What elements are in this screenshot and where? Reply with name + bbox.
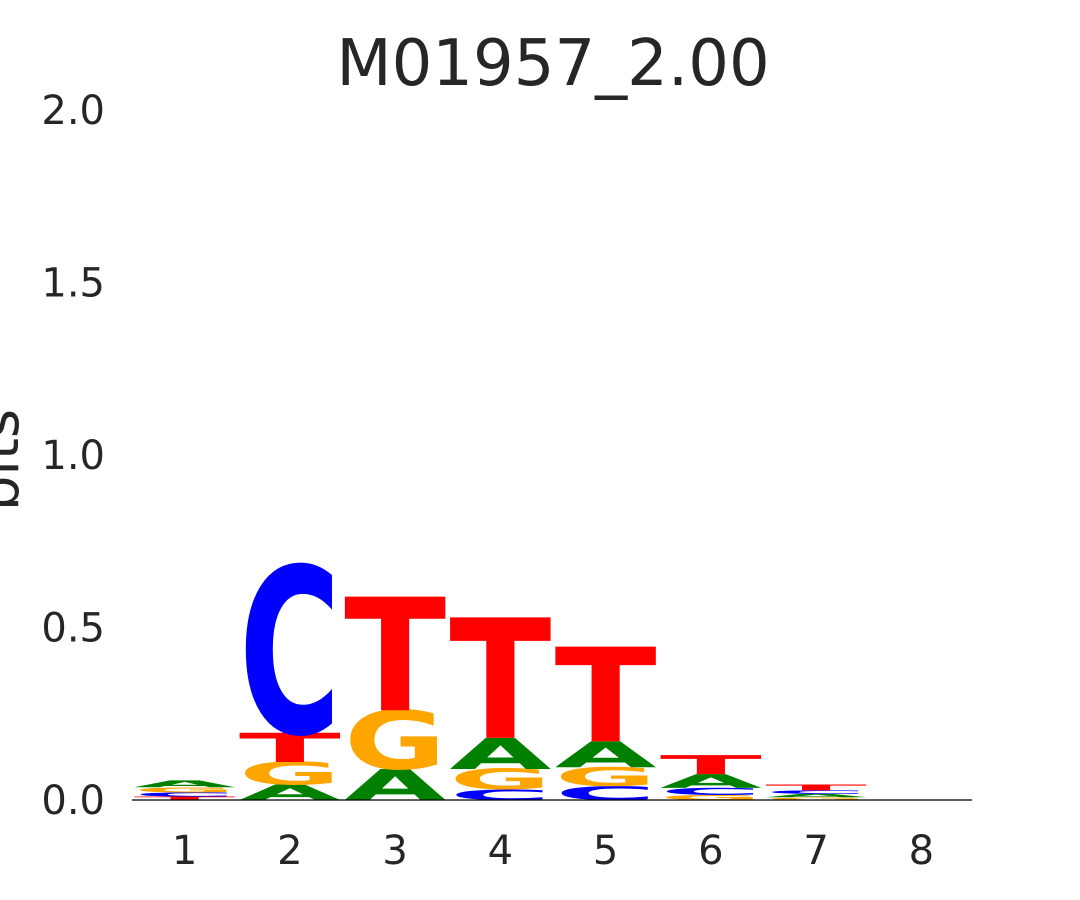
logo-letter-t: T <box>555 621 657 772</box>
logo-letter-t: T <box>344 565 446 747</box>
logo-letter-c: C <box>134 791 236 798</box>
x-axis-ticks: 1 2 3 4 5 6 7 8 <box>172 828 934 874</box>
x-tick-label: 3 <box>382 828 407 874</box>
x-tick-label: 8 <box>909 828 934 874</box>
logo-letter-c: C <box>239 520 341 787</box>
logo-letter-c: C <box>765 789 867 795</box>
logo-letter-t: T <box>765 783 867 792</box>
logo-letter-c: C <box>555 782 657 804</box>
logo-letter-g: G <box>134 786 236 794</box>
y-axis-ticks: 0.0 0.5 1.0 1.5 2.0 <box>41 88 105 824</box>
y-tick-label: 0.0 <box>41 778 105 824</box>
chart-title: M01957_2.00 <box>336 27 769 101</box>
logo-letter-g: G <box>449 764 551 797</box>
logo-letter-a: A <box>449 730 552 779</box>
logo-letter-a: A <box>344 761 447 810</box>
logo-letter-c: C <box>660 786 762 797</box>
logo-letter-t: T <box>134 796 236 802</box>
x-tick-label: 4 <box>488 828 513 874</box>
logo-letter-t: T <box>449 585 551 777</box>
x-tick-label: 1 <box>172 828 197 874</box>
logo-letter-g: G <box>239 756 341 792</box>
y-axis-label: bits <box>0 409 32 511</box>
logo-letter-g: G <box>555 762 657 792</box>
logo-letter-a: A <box>765 793 867 799</box>
x-tick-label: 5 <box>593 828 618 874</box>
y-tick-label: 2.0 <box>41 88 105 134</box>
x-tick-label: 2 <box>277 828 302 874</box>
logo-letter-t: T <box>660 750 762 780</box>
y-tick-label: 1.0 <box>41 433 105 479</box>
x-tick-label: 7 <box>803 828 828 874</box>
logo-letter-c: C <box>449 787 551 803</box>
logo-letter-g: G <box>765 796 867 800</box>
y-tick-label: 0.5 <box>41 606 105 652</box>
logo-letter-a: A <box>239 781 341 806</box>
x-tick-label: 6 <box>698 828 723 874</box>
logo-letter-a: A <box>660 770 763 792</box>
logo-letter-g: G <box>344 695 446 788</box>
logo-letter-a: A <box>555 734 657 776</box>
logo-letter-a: A <box>134 778 236 789</box>
logo-letter-g: G <box>660 793 762 801</box>
y-tick-label: 1.5 <box>41 261 105 307</box>
logo-letter-t: T <box>239 725 341 772</box>
